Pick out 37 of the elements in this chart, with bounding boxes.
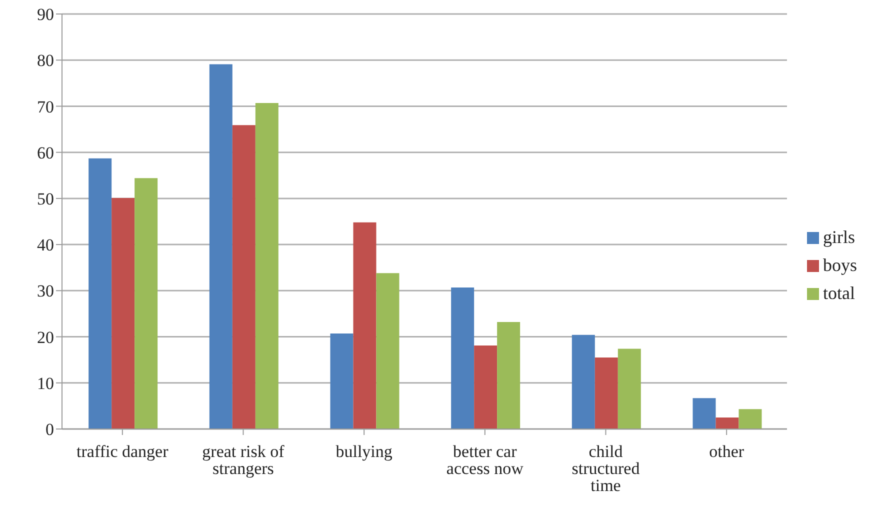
bar: [232, 125, 256, 429]
y-tick-label: 90: [37, 5, 54, 24]
y-tick-label: 40: [37, 236, 54, 255]
bar: [618, 348, 641, 429]
y-tick-label: 10: [37, 374, 54, 393]
bar: [134, 178, 158, 429]
bar: [738, 409, 762, 429]
bar: [572, 334, 595, 429]
y-tick-label: 70: [37, 97, 54, 116]
bar: [716, 417, 739, 429]
y-tick-label: 20: [37, 328, 54, 347]
bar: [330, 334, 354, 429]
x-tick-label: great risk of strangers: [202, 442, 285, 478]
bar: [88, 158, 112, 429]
y-tick-label: 30: [37, 282, 54, 301]
bar: [497, 322, 520, 429]
legend-label: boys: [822, 254, 857, 274]
bar: [594, 358, 618, 429]
bar: [353, 222, 376, 429]
legend-label: girls: [822, 226, 855, 246]
bar: [474, 346, 498, 429]
x-tick-label: child structured time: [572, 442, 640, 496]
bar: [209, 64, 232, 429]
x-tick-label: traffic danger: [76, 442, 169, 462]
bar: [451, 287, 474, 429]
y-tick-label: 0: [46, 420, 54, 440]
bar: [376, 273, 400, 429]
x-tick-label: other: [709, 442, 744, 462]
bar: [692, 398, 716, 429]
legend-label: total: [822, 282, 855, 302]
bar: [112, 198, 135, 429]
x-tick-label: better car access now: [446, 442, 524, 478]
y-tick-label: 50: [37, 189, 54, 208]
x-tick-label: bullying: [336, 442, 393, 462]
y-tick-label: 60: [37, 143, 54, 162]
y-tick-label: 80: [37, 51, 54, 70]
bar: [255, 102, 278, 429]
